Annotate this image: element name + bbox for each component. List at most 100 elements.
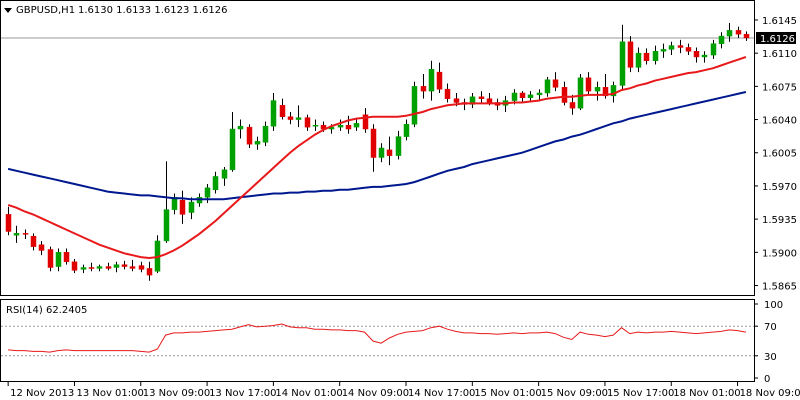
candle-body: [22, 233, 29, 235]
candle-body: [188, 201, 195, 213]
time-tick-label: 13 Nov 17:00: [209, 388, 276, 399]
candle-body: [221, 169, 228, 179]
candle: [685, 43, 692, 56]
candle: [552, 72, 559, 92]
price-tick-label: 1.6005: [762, 149, 797, 160]
rsi-tick-label: 70: [764, 322, 777, 333]
candle: [279, 98, 286, 120]
time-tick-label: 15 Nov 01:00: [474, 388, 541, 399]
candle-body: [204, 187, 211, 198]
time-tick-label: 14 Nov 17:00: [408, 388, 475, 399]
candle-body: [643, 52, 650, 61]
price-tick-label: 1.6145: [762, 16, 797, 27]
candle-body: [212, 176, 219, 190]
time-tick-label: 18 Nov 09:00: [740, 388, 800, 399]
candle: [726, 22, 733, 42]
candle: [652, 45, 659, 65]
rsi-tick-label: 30: [764, 352, 777, 363]
candle: [221, 166, 228, 186]
candle-body: [179, 199, 186, 215]
candle: [71, 258, 78, 274]
candle: [536, 89, 543, 101]
candle: [386, 136, 393, 166]
price-tick-label: 1.5970: [762, 182, 797, 193]
candle: [129, 259, 136, 272]
candle: [287, 111, 294, 125]
candle-body: [163, 209, 170, 242]
candle: [594, 81, 601, 101]
candle: [710, 39, 717, 59]
candle: [312, 119, 319, 131]
candle: [237, 119, 244, 139]
candle-body: [552, 79, 559, 88]
price-tick-label: 1.5900: [762, 248, 797, 259]
candle-body: [536, 92, 543, 96]
candle: [146, 261, 153, 281]
candle: [30, 233, 37, 251]
rsi-tick-label: 100: [764, 300, 783, 311]
candle-body: [743, 33, 750, 39]
candle-body: [420, 86, 427, 92]
candle: [353, 119, 360, 131]
candle: [701, 51, 708, 63]
candle-body: [519, 92, 526, 98]
time-tick-label: 14 Nov 01:00: [275, 388, 342, 399]
candle: [179, 190, 186, 224]
candle-body: [55, 252, 62, 267]
candle-body: [262, 125, 269, 143]
candle-body: [652, 51, 659, 61]
price-axis: 1.5865 1.5900 1.5935 1.5970 1.6005 1.6040 1.60…: [754, 16, 797, 293]
candle-body: [486, 98, 493, 103]
candle-body: [47, 249, 54, 268]
candle: [345, 115, 352, 134]
symbol-header: GBPUSD,H1: [16, 5, 75, 16]
candle: [395, 130, 402, 160]
candle-body: [287, 116, 294, 120]
candle-body: [353, 123, 360, 128]
candle: [577, 74, 584, 111]
candle-body: [710, 43, 717, 56]
candle-body: [246, 126, 253, 145]
candle-body: [735, 30, 742, 35]
candle-body: [121, 264, 128, 267]
rsi-level-lines: [1, 325, 754, 357]
candle-body: [635, 52, 642, 68]
candle: [519, 91, 526, 103]
dropdown-triangle-icon[interactable]: [4, 8, 12, 13]
candle-body: [138, 265, 145, 270]
candle-body: [362, 114, 369, 130]
time-tick-label: 18 Nov 01:00: [673, 388, 740, 399]
candle-body: [304, 117, 311, 128]
candle: [38, 240, 45, 256]
ohlc-header: 1.6130 1.6133 1.6123 1.6126: [78, 5, 228, 16]
candle-body: [229, 128, 236, 171]
price-pane-frame: [0, 0, 755, 296]
time-tick-label: 13 Nov 01:00: [76, 388, 143, 399]
candle-body: [337, 124, 344, 128]
candle: [105, 262, 112, 271]
candle-body: [693, 51, 700, 58]
candle: [743, 31, 750, 41]
candle: [635, 47, 642, 73]
candle-body: [685, 47, 692, 52]
candle-body: [38, 244, 45, 251]
candle: [718, 32, 725, 49]
candle: [411, 81, 418, 128]
candle: [561, 81, 568, 106]
candle-body: [444, 88, 451, 99]
candle-body: [96, 266, 103, 269]
candle: [188, 197, 195, 220]
price-tick-label: 1.6075: [762, 82, 797, 93]
candle: [585, 72, 592, 95]
candle-body: [105, 266, 112, 269]
candle: [304, 114, 311, 131]
candle-body: [594, 87, 601, 92]
candle-body: [370, 128, 377, 158]
price-tick-label: 1.6110: [762, 49, 797, 60]
rsi-pane: 100 70 30 0 RSI(14) 62.2405: [0, 299, 783, 385]
current-price-label: 1.6126: [760, 34, 795, 45]
candle: [544, 76, 551, 97]
candle-body: [129, 266, 136, 269]
